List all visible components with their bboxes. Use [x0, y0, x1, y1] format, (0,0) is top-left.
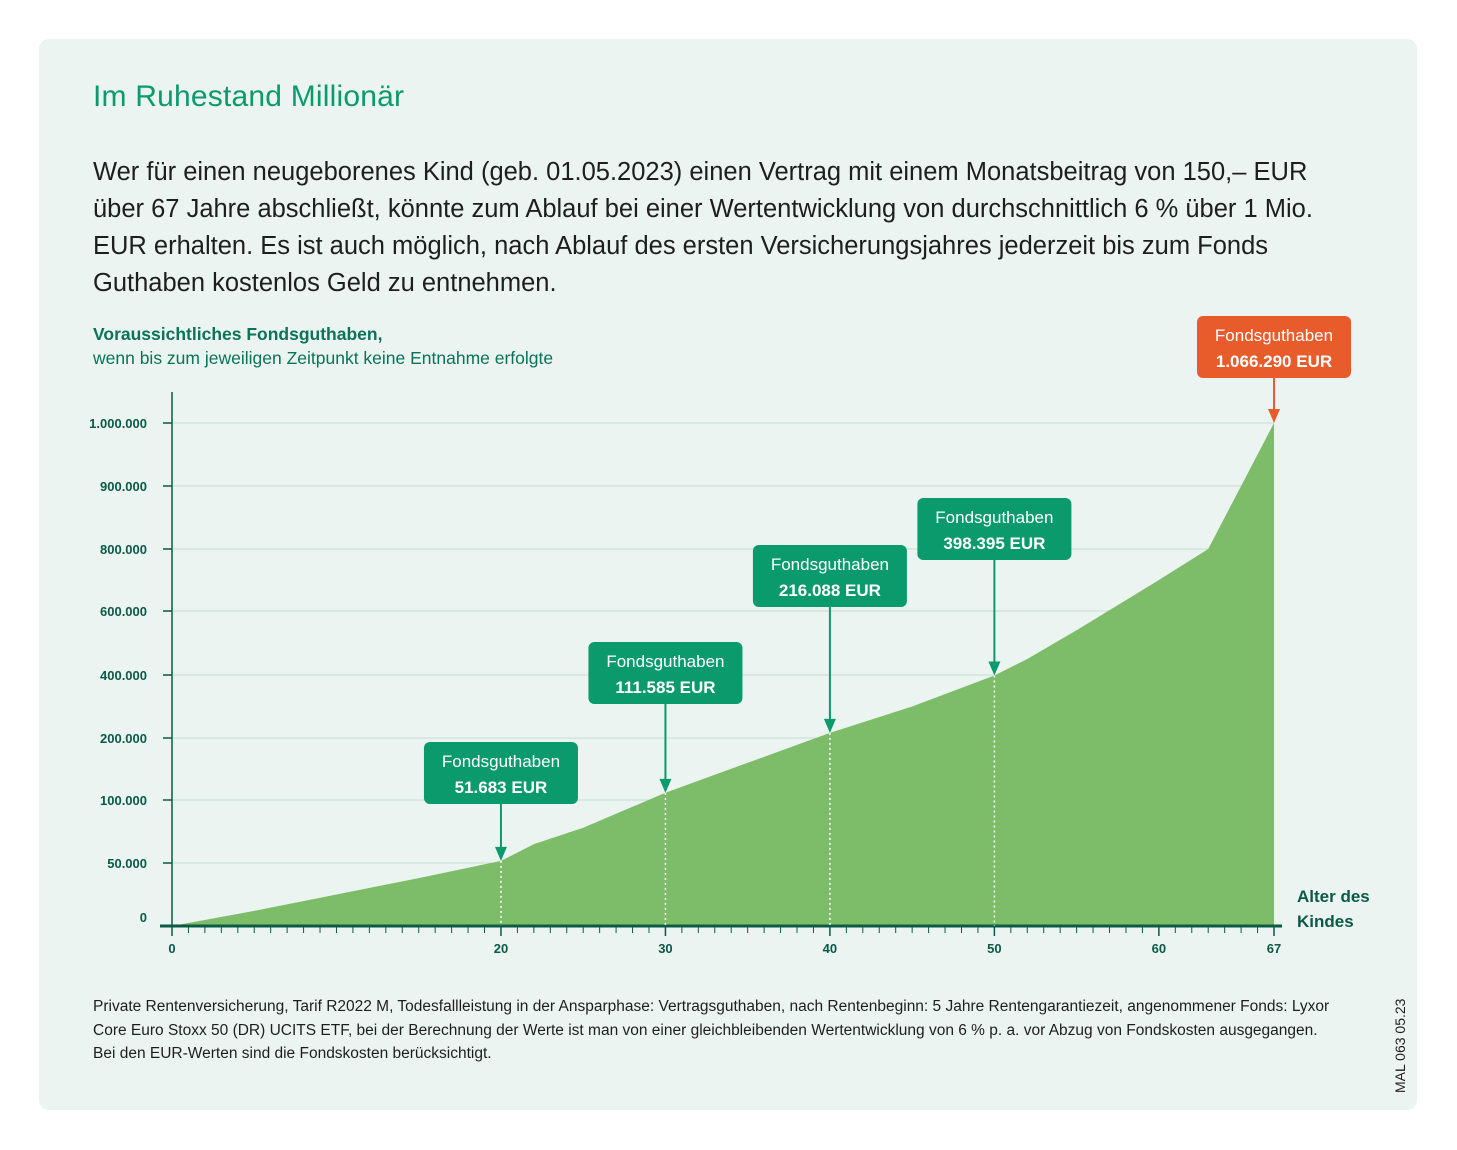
chart-subtitle: Voraussichtliches Fondsguthaben, wenn bi… [93, 322, 553, 370]
callout-box [1197, 316, 1351, 378]
callout-box [752, 545, 907, 607]
x-axis-label: Alter des Kindes [1297, 887, 1370, 931]
y-tick-label: 600.000 [100, 604, 147, 619]
callout-label: Fondsguthaben [1215, 326, 1333, 345]
callout-label: Fondsguthaben [606, 652, 724, 671]
chart-subtitle-line2: wenn bis zum jeweiligen Zeitpunkt keine … [93, 348, 554, 368]
callout-value: 216.088 EUR [779, 581, 881, 600]
y-tick-label: 400.000 [100, 668, 147, 683]
callout-value: 51.683 EUR [455, 778, 548, 797]
callout-value: 1.066.290 EUR [1216, 352, 1332, 371]
document-code: MAL 063 05.23 [1392, 998, 1408, 1093]
callout-arrow-head [988, 661, 1001, 676]
x-tick-label: 30 [658, 941, 672, 956]
y-tick-label: 900.000 [100, 479, 147, 494]
area-series-fondsguthaben [172, 423, 1274, 926]
x-tick-label: 0 [168, 941, 175, 956]
callout-arrow-head [823, 718, 836, 733]
callout-label: Fondsguthaben [442, 752, 560, 771]
x-tick-label: 40 [823, 941, 837, 956]
chart-subtitle-line1: Voraussichtliches Fondsguthaben, [93, 324, 383, 344]
callout-arrow-head [494, 846, 507, 861]
callout-arrow-head [1268, 409, 1280, 423]
intro-text: Wer für einen neugeborenes Kind (geb. 01… [93, 158, 1313, 297]
callout-box [917, 498, 1072, 560]
y-tick-label: 0 [140, 910, 147, 925]
y-tick-label: 100.000 [100, 793, 147, 808]
x-tick-label: 60 [1152, 941, 1166, 956]
page-title: Im Ruhestand Millionär [93, 80, 405, 113]
x-tick-label: 20 [494, 941, 508, 956]
callout-box [588, 642, 743, 704]
callout-arrow-head [659, 778, 672, 793]
y-tick-label: 800.000 [100, 542, 147, 557]
y-tick-label: 50.000 [107, 856, 147, 871]
x-tick-label: 67 [1267, 941, 1281, 956]
callout-value: 111.585 EUR [615, 678, 715, 697]
footnote: Private Rentenversicherung, Tarif R2022 … [93, 998, 1330, 1062]
x-tick-label: 50 [987, 941, 1001, 956]
callout-box [423, 742, 578, 804]
y-tick-label: 1.000.000 [89, 416, 147, 431]
callout-value: 398.395 EUR [943, 534, 1045, 553]
callout-label: Fondsguthaben [771, 555, 889, 574]
callout-label: Fondsguthaben [935, 508, 1053, 527]
y-tick-label: 200.000 [100, 731, 147, 746]
